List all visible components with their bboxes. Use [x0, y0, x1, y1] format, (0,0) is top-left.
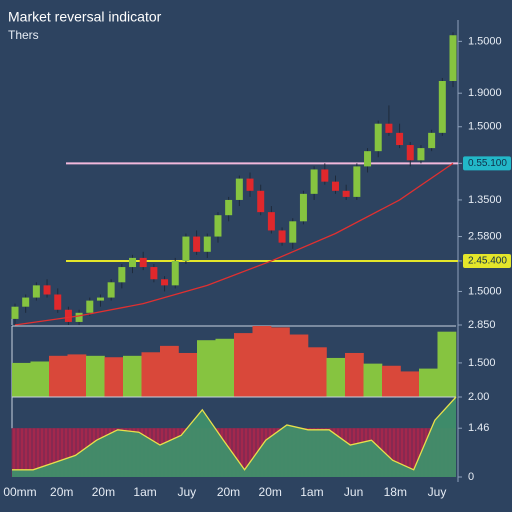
bar	[30, 361, 50, 397]
candle-body	[267, 212, 275, 231]
x-tick-label: 1am	[300, 485, 323, 499]
candle-body	[225, 199, 233, 216]
bar	[141, 352, 161, 397]
candle-body	[161, 279, 169, 286]
candle-body	[171, 260, 179, 286]
candle-body	[139, 257, 147, 268]
chart-subtitle: Thers	[8, 28, 39, 42]
candle-body	[438, 81, 446, 133]
x-tick-label: Juy	[428, 485, 447, 499]
x-tick-label: 20m	[92, 485, 115, 499]
tick-highlight	[463, 156, 511, 171]
y-tick-label: 0.55.100	[468, 158, 507, 169]
candle-body	[428, 132, 436, 149]
y-tick-label: 1.3500	[468, 194, 502, 206]
candle-body	[257, 190, 265, 213]
candle-body	[75, 312, 83, 322]
candle-body	[299, 193, 307, 222]
candle-body	[321, 169, 329, 182]
candle-body	[118, 267, 126, 283]
bar	[252, 326, 272, 397]
bar	[67, 354, 87, 397]
candle-body	[278, 230, 286, 243]
y-tick-label: 1.9000	[468, 87, 502, 99]
x-tick-label: 20m	[50, 485, 73, 499]
candle-body	[11, 306, 19, 319]
bar	[400, 371, 420, 397]
candle-body	[331, 181, 339, 191]
y-tick-label: 0	[468, 471, 474, 483]
y-tick-label: 1.5000	[468, 35, 502, 47]
candle-body	[374, 123, 382, 152]
candle-body	[342, 190, 350, 197]
candle-body	[22, 297, 30, 307]
chart-title: Market reversal indicator	[8, 9, 162, 25]
candle-body	[96, 297, 104, 301]
candle-body	[289, 221, 297, 243]
tick-highlight	[463, 253, 511, 268]
candle-body	[449, 35, 457, 81]
candle-body	[246, 178, 254, 191]
bar	[345, 352, 364, 397]
bar	[215, 338, 235, 397]
bar	[197, 340, 216, 397]
bar	[123, 355, 142, 397]
candle-body	[150, 267, 158, 280]
y-tick-label: 2.850	[468, 319, 496, 331]
bar	[178, 352, 198, 397]
candle-body	[86, 300, 94, 313]
candle-body	[193, 236, 201, 252]
y-tick-label: 2.5800	[468, 230, 502, 242]
moving-average	[14, 162, 454, 326]
area	[12, 397, 456, 477]
candle-body	[310, 169, 318, 194]
candle-body	[64, 309, 72, 322]
bar	[12, 362, 31, 397]
bar	[326, 357, 346, 397]
candle-body	[235, 178, 243, 200]
candle-body	[417, 148, 425, 161]
x-tick-label: Juy	[177, 485, 196, 499]
x-tick-label: Jun	[344, 485, 363, 499]
area-line	[12, 396, 457, 471]
x-tick-label: 00mm	[3, 485, 36, 499]
bar	[382, 365, 401, 397]
candle-body	[43, 285, 51, 295]
bar	[49, 355, 68, 397]
candle-body	[129, 257, 137, 268]
bar	[419, 368, 438, 397]
candle-body	[385, 123, 393, 133]
candle-body	[32, 285, 40, 298]
bar	[86, 355, 105, 397]
bar	[234, 333, 253, 397]
x-tick-label: 20m	[259, 485, 282, 499]
bar	[104, 357, 124, 397]
bar	[437, 331, 457, 397]
candle-body	[353, 166, 361, 197]
y-tick-label: 2.00	[468, 391, 489, 403]
y-tick-label: 1.46	[468, 422, 489, 434]
bar	[363, 363, 383, 397]
bar	[289, 334, 309, 397]
y-tick-label: 1.5000	[468, 121, 502, 133]
y-tick-label: 2.45.400	[468, 256, 507, 267]
x-tick-label: 1am	[133, 485, 156, 499]
candle-body	[396, 132, 404, 146]
x-tick-label: 20m	[217, 485, 240, 499]
candle-body	[182, 236, 190, 261]
x-tick-label: 18m	[384, 485, 407, 499]
bar	[308, 347, 327, 397]
y-tick-label: 1.5000	[468, 285, 502, 297]
candle-body	[214, 215, 222, 237]
candle-body	[364, 151, 372, 167]
candle-body	[107, 282, 115, 298]
candle-body	[406, 145, 414, 161]
candle-body	[203, 236, 211, 252]
bar	[271, 327, 290, 397]
candle-body	[54, 294, 62, 310]
bar	[160, 345, 179, 397]
y-tick-label: 1.500	[468, 357, 496, 369]
